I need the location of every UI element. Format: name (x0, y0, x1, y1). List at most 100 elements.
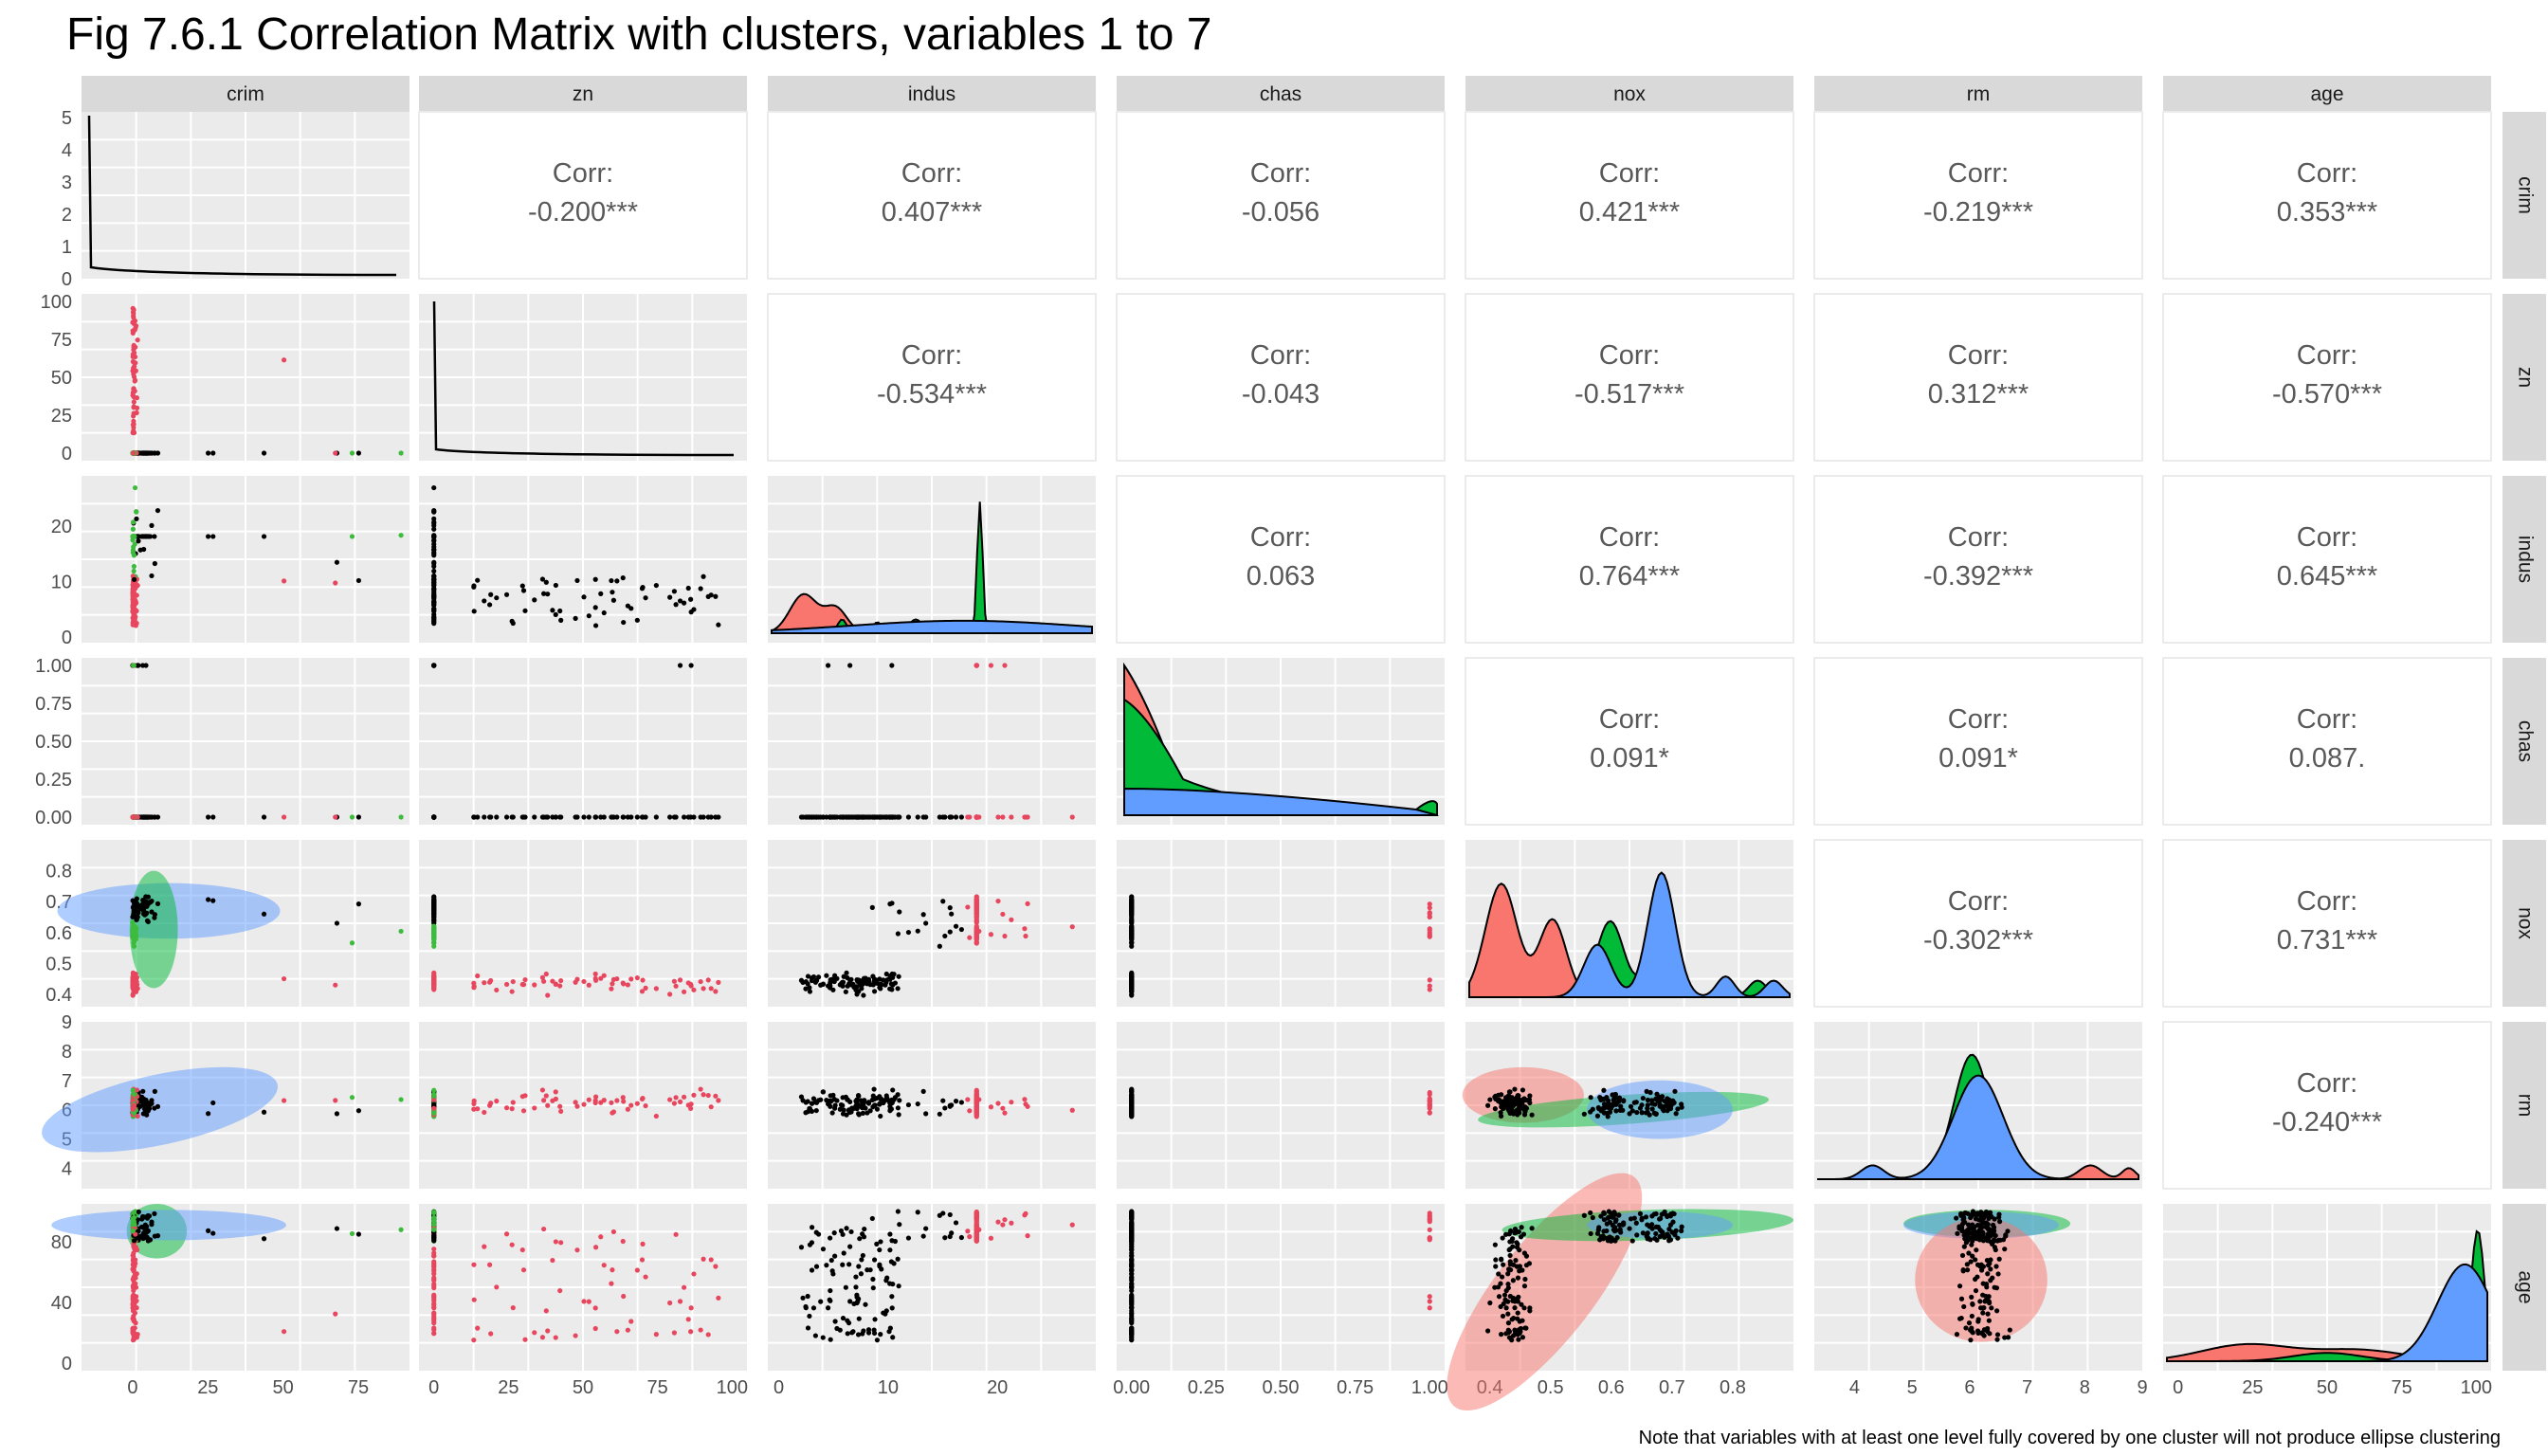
data-point (865, 814, 872, 820)
data-point (431, 580, 437, 586)
data-point (1986, 1213, 1992, 1219)
data-point (812, 1333, 818, 1338)
data-point (610, 597, 617, 603)
data-point (878, 1332, 883, 1338)
data-point (705, 1092, 711, 1099)
corr-value: -0.570*** (2272, 379, 2382, 410)
strip-label-right-indus: indus (2514, 536, 2536, 583)
data-point (592, 605, 598, 610)
data-point (431, 1091, 437, 1098)
data-point (1969, 1294, 1975, 1300)
data-point (1129, 1241, 1135, 1247)
data-point (844, 1112, 849, 1118)
data-point (1427, 1299, 1432, 1304)
data-point (869, 1215, 875, 1222)
data-point (610, 590, 615, 595)
data-point (261, 911, 267, 917)
data-point (810, 1305, 817, 1311)
data-point (1499, 1113, 1504, 1119)
data-point (1129, 1214, 1135, 1221)
data-point (988, 1235, 994, 1241)
data-point (846, 1262, 852, 1267)
data-point (860, 1101, 865, 1106)
data-point (431, 606, 437, 611)
data-point (431, 923, 437, 929)
data-point (850, 1329, 856, 1335)
data-point (149, 450, 155, 456)
data-point (974, 1235, 979, 1242)
data-point (592, 1094, 599, 1100)
cluster-ellipse (1915, 1217, 2048, 1342)
data-point (874, 980, 881, 986)
data-point (1009, 917, 1014, 922)
data-point (832, 1105, 838, 1111)
corr-label: Corr: (1948, 522, 2009, 553)
density-cluster3 (1469, 871, 1791, 998)
data-point (857, 1236, 863, 1242)
data-point (1994, 1332, 2001, 1338)
data-point (431, 1219, 437, 1225)
scatter-points (130, 894, 404, 998)
data-point (349, 534, 355, 539)
data-point (845, 1318, 850, 1323)
data-point (149, 573, 155, 579)
data-point (856, 1264, 862, 1269)
data-point (431, 1264, 437, 1269)
data-point (1509, 1106, 1515, 1112)
data-point (915, 928, 920, 934)
data-point (1640, 1095, 1646, 1101)
data-point (1985, 1231, 1991, 1237)
data-point (155, 1103, 161, 1109)
x-tick-label: 25 (2242, 1377, 2263, 1398)
data-point (1662, 1099, 1667, 1104)
data-point (889, 971, 895, 977)
data-point (1493, 1257, 1499, 1263)
data-point (206, 897, 211, 902)
data-point (601, 973, 607, 978)
data-point (431, 1327, 437, 1333)
data-point (609, 1100, 614, 1105)
data-point (965, 1228, 971, 1234)
corr-panel-zn-chas (1116, 293, 1446, 462)
data-point (210, 898, 216, 903)
data-point (2005, 1335, 2011, 1340)
data-point (1612, 1091, 1618, 1098)
data-point (807, 989, 813, 994)
data-point (1493, 1264, 1499, 1269)
data-point (131, 1253, 136, 1259)
data-point (871, 1327, 877, 1333)
strip-top-age (2163, 76, 2491, 112)
data-point (713, 989, 719, 994)
data-point (1629, 1238, 1635, 1244)
data-point (1514, 1229, 1520, 1235)
scatter-points (130, 663, 404, 820)
data-point (1978, 1213, 1985, 1219)
data-point (1975, 1317, 1981, 1322)
data-point (847, 663, 853, 668)
data-point (475, 973, 481, 979)
data-point (558, 977, 564, 984)
data-point (543, 814, 549, 820)
data-point (1527, 1308, 1533, 1314)
data-point (1520, 1087, 1526, 1093)
data-point (640, 1241, 646, 1247)
data-point (2002, 1335, 2008, 1340)
data-point (850, 1105, 856, 1111)
data-point (974, 1091, 979, 1098)
data-point (355, 577, 362, 584)
data-point (494, 1284, 500, 1290)
data-point (141, 546, 147, 553)
data-point (1604, 1221, 1610, 1227)
data-point (667, 594, 673, 600)
data-point (810, 1096, 817, 1101)
y-tick-label: 0.5 (46, 954, 72, 974)
data-point (1427, 1091, 1432, 1098)
data-point (431, 1233, 437, 1239)
data-point (1987, 1227, 1993, 1232)
data-point (685, 814, 691, 820)
data-point (1601, 1101, 1608, 1107)
data-point (1618, 1229, 1624, 1235)
data-point (581, 978, 587, 985)
data-point (431, 1214, 437, 1221)
data-point (850, 981, 856, 987)
